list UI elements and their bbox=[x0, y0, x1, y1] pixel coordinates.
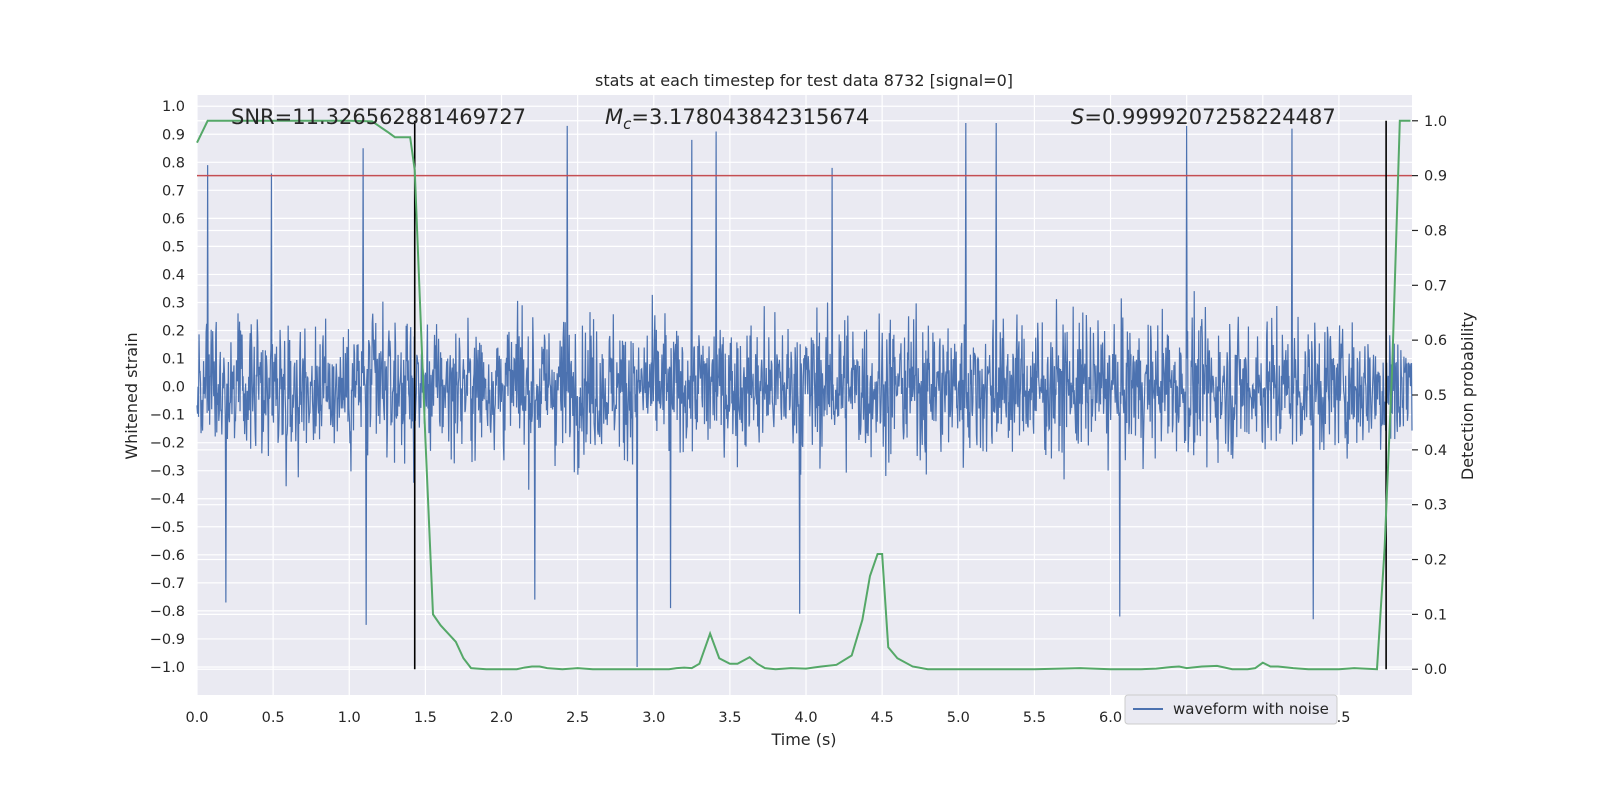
y-right-tick-label: 0.0 bbox=[1424, 662, 1447, 678]
x-tick-label: 5.5 bbox=[1023, 710, 1046, 726]
y-right-tick-label: 0.6 bbox=[1424, 333, 1447, 349]
legend-label: waveform with noise bbox=[1173, 700, 1329, 718]
chirp-mass-annotation: Mc=3.178043842315674 bbox=[605, 105, 869, 133]
detection-probability-series bbox=[196, 119, 1411, 671]
y-left-tick-label: 0.9 bbox=[162, 127, 185, 143]
y-left-tick-label: −0.4 bbox=[150, 492, 185, 508]
y-left-tick-label: 0.4 bbox=[162, 267, 185, 283]
x-tick-label: 5.0 bbox=[947, 710, 970, 726]
x-axis-label: Time (s) bbox=[770, 730, 836, 749]
y-left-tick-label: 0.2 bbox=[162, 324, 185, 340]
x-axis-ticks: 0.00.51.01.52.02.53.03.54.04.55.05.56.06… bbox=[185, 710, 1350, 726]
s-annotation: S=0.9999207258224487 bbox=[1071, 105, 1336, 129]
waveform-series bbox=[196, 123, 1413, 667]
y-left-tick-label: −0.8 bbox=[150, 604, 185, 620]
mc-subscript: c bbox=[623, 115, 632, 133]
x-tick-label: 0.0 bbox=[185, 710, 208, 726]
s-symbol: S bbox=[1071, 105, 1084, 129]
vertical-lines bbox=[413, 120, 1387, 670]
y-left-tick-label: 0.8 bbox=[162, 155, 185, 171]
y-right-tick-label: 0.4 bbox=[1424, 443, 1447, 459]
y-left-tick-label: 0.7 bbox=[162, 183, 185, 199]
x-tick-label: 4.5 bbox=[871, 710, 894, 726]
y-left-tick-label: −1.0 bbox=[150, 660, 185, 676]
y-left-tick-label: 0.3 bbox=[162, 295, 185, 311]
legend-box bbox=[1124, 694, 1338, 725]
chart-title: stats at each timestep for test data 873… bbox=[595, 71, 1013, 90]
y-left-tick-label: −0.2 bbox=[150, 436, 185, 452]
y-right-tick-label: 0.1 bbox=[1424, 607, 1447, 623]
y-left-tick-label: −0.5 bbox=[150, 520, 185, 536]
x-tick-label: 3.5 bbox=[718, 710, 741, 726]
legend: waveform with noise bbox=[1124, 694, 1338, 725]
x-tick-label: 3.0 bbox=[642, 710, 665, 726]
y-left-tick-label: 1.0 bbox=[162, 99, 185, 115]
x-tick-label: 2.0 bbox=[490, 710, 513, 726]
y-left-axis-label: Whitened strain bbox=[122, 332, 141, 459]
y-right-tick-label: 0.7 bbox=[1424, 278, 1447, 294]
y-right-tick-label: 1.0 bbox=[1424, 114, 1447, 130]
y-left-tick-label: −0.1 bbox=[150, 408, 185, 424]
y-right-tick-label: 0.5 bbox=[1424, 388, 1447, 404]
y-right-tick-label: 0.3 bbox=[1424, 498, 1447, 514]
y-right-tick-label: 0.2 bbox=[1424, 553, 1447, 569]
x-tick-label: 2.5 bbox=[566, 710, 589, 726]
y-right-axis-ticks: 1.0 0.9 0.8 0.7 0.6 0.5 0.4 0.3 0.2 0.1 0.0 bbox=[1412, 114, 1447, 678]
snr-annotation: SNR=11.326562881469727 bbox=[231, 105, 526, 129]
y-left-axis-ticks: 1.0 0.9 0.8 0.7 0.6 0.5 0.4 0.3 0.2 0.1 0.0 −0.1 −0.… bbox=[150, 99, 185, 676]
y-left-tick-label: −0.9 bbox=[150, 632, 185, 648]
x-tick-label: 6.0 bbox=[1099, 710, 1122, 726]
x-tick-label: 4.0 bbox=[794, 710, 817, 726]
y-left-tick-label: −0.3 bbox=[150, 464, 185, 480]
mc-symbol: M bbox=[605, 105, 623, 129]
x-tick-label: 1.0 bbox=[338, 710, 361, 726]
y-right-tick-label: 0.9 bbox=[1424, 169, 1447, 185]
y-right-tick-label: 0.8 bbox=[1424, 223, 1447, 239]
y-left-tick-label: 0.0 bbox=[162, 380, 185, 396]
y-left-tick-label: 0.1 bbox=[162, 352, 185, 368]
y-left-tick-label: −0.6 bbox=[150, 548, 185, 564]
s-value: =0.9999207258224487 bbox=[1084, 105, 1335, 129]
waveform-layer bbox=[196, 123, 1413, 667]
mc-value: =3.178043842315674 bbox=[631, 105, 869, 129]
y-left-tick-label: 0.6 bbox=[162, 211, 185, 227]
y-left-tick-label: −0.7 bbox=[150, 576, 185, 592]
y-left-tick-label: 0.5 bbox=[162, 239, 185, 255]
x-tick-label: 0.5 bbox=[262, 710, 285, 726]
x-tick-label: 1.5 bbox=[414, 710, 437, 726]
y-right-axis-label: Detection probability bbox=[1458, 312, 1477, 480]
